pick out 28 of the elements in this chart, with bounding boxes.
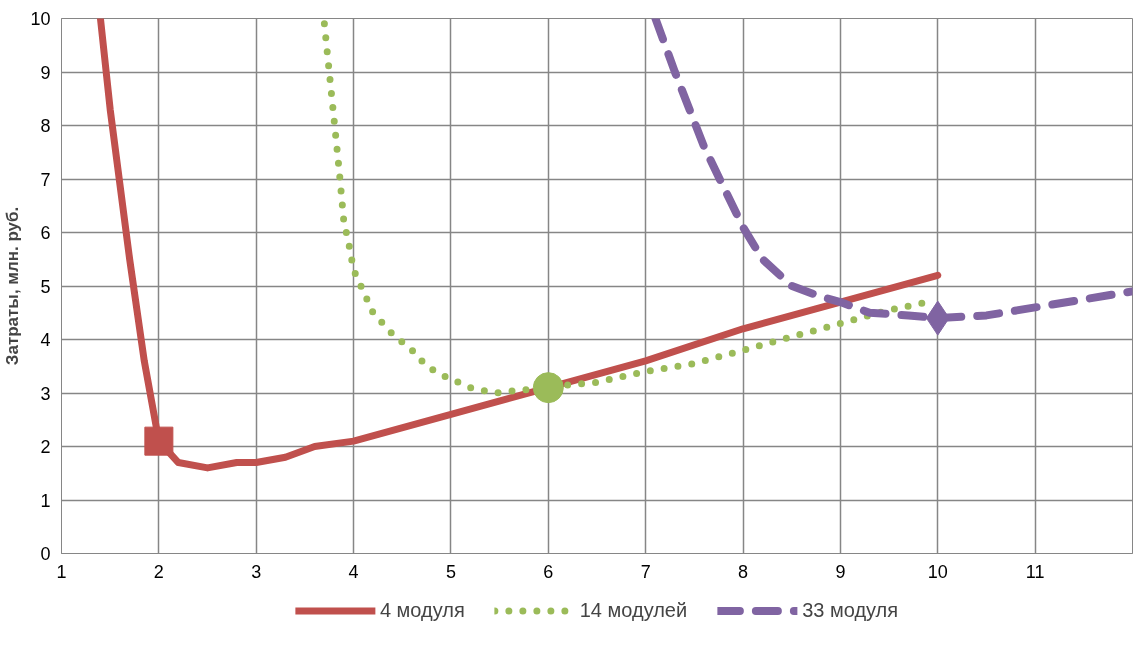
legend-label: 14 модулей (579, 598, 688, 622)
x-tick-label: 4 (348, 561, 359, 582)
y-tick-label: 5 (40, 276, 51, 297)
x-tick-label: 3 (251, 561, 262, 582)
y-axis-title: Затраты, млн. руб. (3, 206, 23, 366)
x-tick-label: 8 (738, 561, 749, 582)
y-tick-label: 0 (40, 544, 51, 564)
x-tick-label: 1 (56, 561, 67, 582)
point (144, 426, 174, 456)
x-tick-label: 9 (835, 561, 846, 582)
point (532, 372, 564, 404)
y-tick-label: 4 (40, 330, 51, 350)
x-tick-label: 11 (1025, 561, 1045, 582)
legend-label: 33 модуля (802, 598, 899, 622)
y-tick-label: 6 (40, 223, 51, 243)
y-tick-label: 1 (40, 490, 51, 511)
y-tick-label: 8 (40, 116, 51, 136)
x-tick-label: 10 (927, 561, 948, 582)
y-tick-label: 3 (40, 383, 51, 404)
x-tick-label: 5 (445, 561, 456, 582)
y-tick-label: 7 (40, 169, 51, 190)
y-tick-label: 10 (30, 9, 51, 29)
legend-label: 4 модуля (379, 598, 465, 622)
y-tick-label: 2 (40, 437, 51, 457)
x-tick-label: 7 (640, 561, 651, 582)
x-tick-label: 2 (153, 561, 164, 582)
y-tick-label: 9 (40, 62, 51, 83)
x-tick-label: 6 (543, 561, 554, 582)
